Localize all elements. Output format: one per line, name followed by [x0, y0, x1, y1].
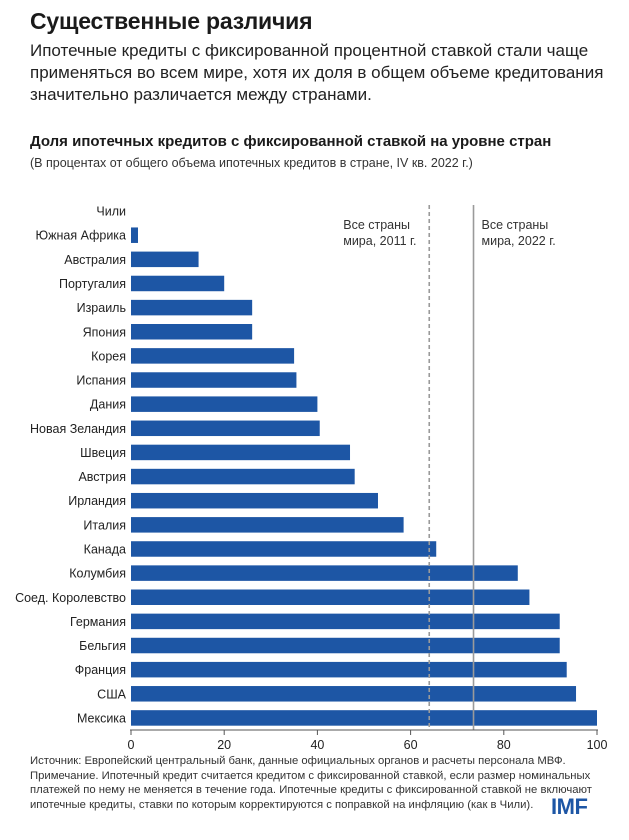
- category-label: Австралия: [64, 253, 126, 267]
- bar-5: [131, 324, 253, 340]
- bar-13: [131, 517, 404, 533]
- category-label: Соед. Королевство: [15, 591, 126, 605]
- x-tick-label: 60: [404, 738, 418, 752]
- lead-paragraph: Ипотечные кредиты с фиксированной процен…: [30, 41, 604, 104]
- bar-17: [131, 613, 560, 630]
- reference-label-0-line1: Все страны: [343, 218, 410, 232]
- methodology-note: Примечание. Ипотечный кредит считается к…: [30, 769, 592, 811]
- bar-6: [131, 348, 295, 364]
- chart-subtitle: (В процентах от общего объема ипотечных …: [30, 156, 473, 170]
- bar-18: [131, 637, 560, 654]
- category-label: Канада: [84, 542, 126, 556]
- bar-11: [131, 468, 355, 485]
- bar-10: [131, 444, 351, 461]
- category-label: Австрия: [78, 470, 126, 484]
- bar-21: [131, 710, 597, 726]
- category-label: Южная Африка: [36, 229, 127, 243]
- bar-1: [131, 227, 138, 243]
- category-label: Италия: [83, 518, 126, 532]
- category-label: Колумбия: [69, 567, 126, 581]
- bar-chart: Чили Южная Африка Австралия Португалия Израи…: [15, 205, 608, 752]
- bar-2: [131, 251, 199, 268]
- x-tick-label: 0: [128, 738, 135, 752]
- bar-19: [131, 661, 567, 678]
- bar-9: [131, 420, 320, 437]
- category-label: Германия: [70, 615, 126, 629]
- reference-label-1-line2: мира, 2022 г.: [482, 234, 556, 248]
- page-title: Существенные различия: [30, 8, 313, 34]
- chart-footnote: Источник: Европейский центральный банк, …: [30, 754, 620, 812]
- reference-label-0-line2: мира, 2011 г.: [343, 234, 416, 248]
- category-label: Швеция: [80, 446, 126, 460]
- category-label: Франция: [75, 663, 126, 677]
- imf-logo: IMF: [551, 794, 588, 819]
- x-tick-label: 20: [217, 738, 231, 752]
- category-label: Япония: [83, 325, 126, 339]
- category-label: США: [97, 687, 126, 701]
- category-label: Корея: [91, 349, 126, 363]
- bar-4: [131, 299, 253, 316]
- category-label: Израиль: [77, 301, 126, 315]
- category-label: Ирландия: [68, 494, 126, 508]
- x-tick-label: 80: [497, 738, 511, 752]
- category-label: Дания: [90, 398, 126, 412]
- bar-16: [131, 589, 530, 605]
- category-label: Новая Зеландия: [30, 422, 126, 436]
- bar-7: [131, 372, 297, 388]
- category-label: Мексика: [77, 711, 126, 725]
- category-label: Бельгия: [79, 639, 126, 653]
- category-label: Испания: [76, 374, 126, 388]
- bar-14: [131, 541, 437, 557]
- category-label: Португалия: [59, 277, 126, 291]
- bar-12: [131, 492, 378, 509]
- bar-8: [131, 396, 318, 412]
- source-note: Источник: Европейский центральный банк, …: [30, 755, 566, 767]
- x-tick-label: 40: [310, 738, 324, 752]
- bar-20: [131, 686, 577, 702]
- chart-title: Доля ипотечных кредитов с фиксированной …: [30, 133, 552, 150]
- bar-3: [131, 275, 225, 292]
- reference-label-1-line1: Все страны: [482, 218, 549, 232]
- bar-15: [131, 565, 518, 581]
- category-label: Чили: [96, 205, 126, 219]
- x-tick-label: 100: [587, 738, 608, 752]
